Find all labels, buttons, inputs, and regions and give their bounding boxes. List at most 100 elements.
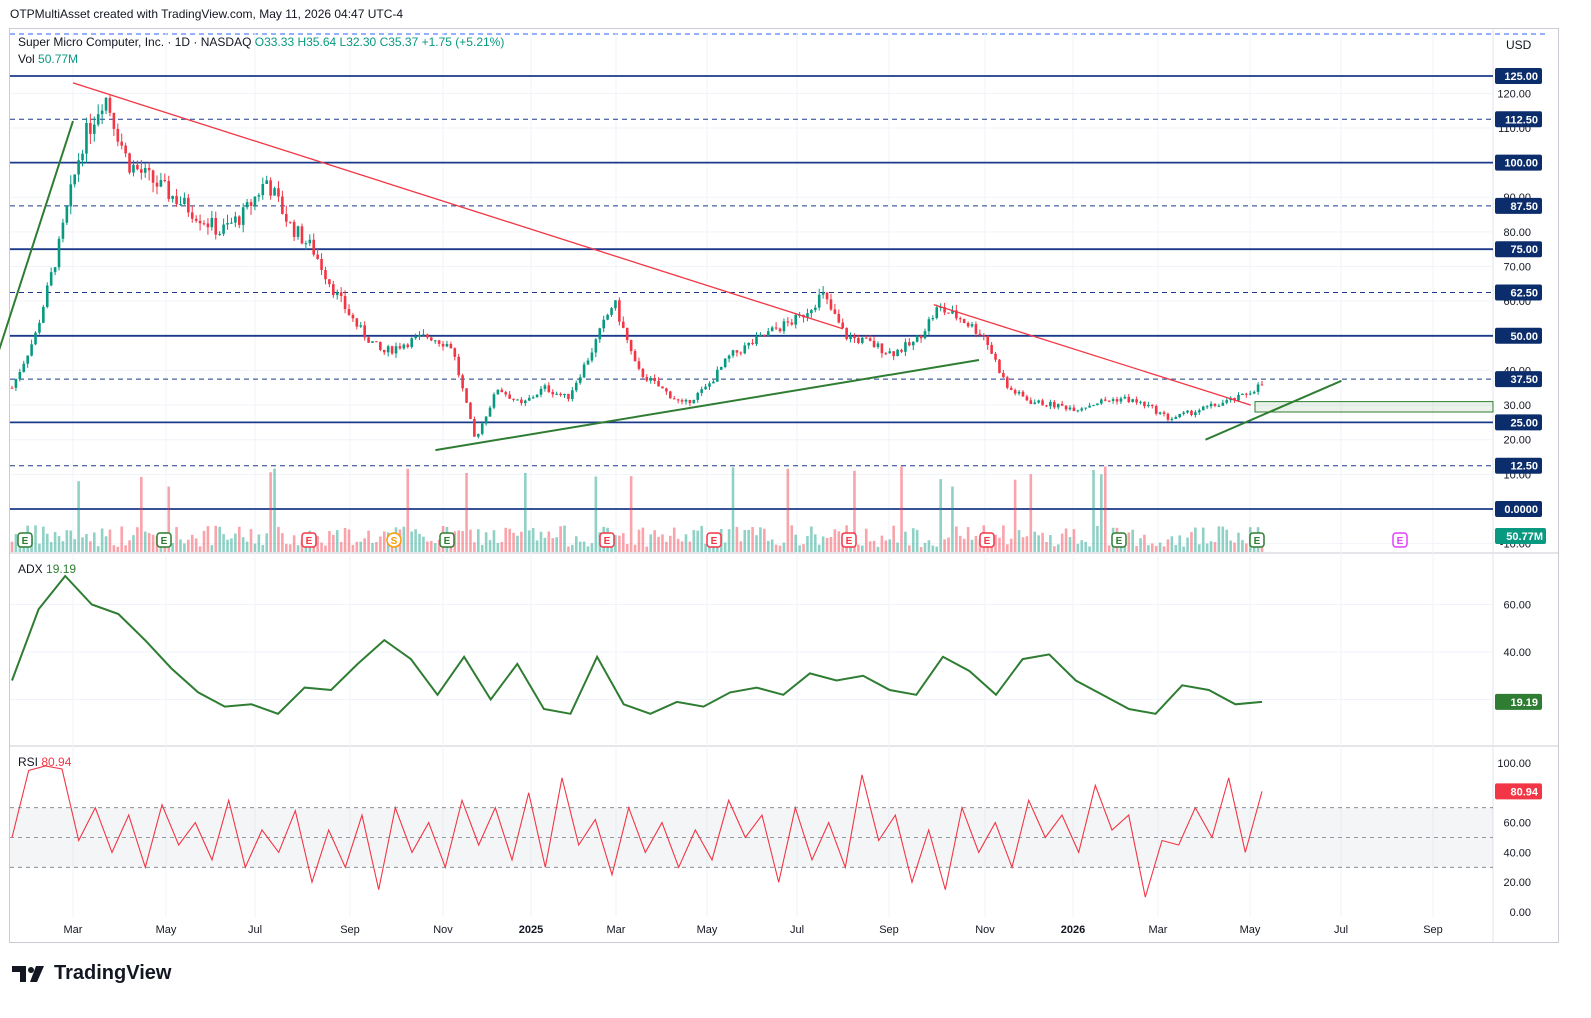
candle-body (766, 331, 770, 336)
volume-bar (524, 472, 527, 552)
event-marker-label: E (604, 536, 611, 547)
volume-bar (864, 528, 868, 552)
candle-body (962, 319, 966, 323)
candle-body (155, 182, 159, 187)
candle-body (986, 336, 990, 345)
candle-body (657, 380, 660, 387)
candle-body (1166, 413, 1170, 420)
volume-bar (296, 545, 300, 552)
candle-body (1127, 396, 1131, 402)
volume-bar (175, 527, 178, 552)
legend-open: O33.33 (254, 35, 295, 49)
candle-body (1072, 407, 1076, 412)
candle-body (716, 369, 719, 382)
candle-body (633, 351, 637, 362)
volume-bar (1049, 535, 1052, 552)
candle-body (241, 207, 245, 225)
candle-body (672, 398, 676, 400)
candle-body (696, 392, 700, 400)
volume-bar (919, 546, 923, 552)
candle-body (845, 327, 848, 340)
volume-bar (578, 541, 582, 552)
candle-body (1111, 399, 1115, 401)
candle-body (441, 343, 445, 347)
volume-bar (92, 532, 96, 552)
price-tick-label: 80.00 (1503, 227, 1531, 239)
volume-bar (1186, 537, 1189, 552)
candle-body (429, 337, 433, 341)
volume-bar (461, 531, 464, 552)
candle-body (398, 346, 402, 349)
candle-body (159, 180, 163, 187)
candle-body (296, 226, 300, 237)
trendline (72, 82, 844, 330)
x-tick-label: May (697, 924, 718, 936)
tradingview-logo[interactable]: TradingView (12, 962, 171, 985)
candle-body (1076, 410, 1080, 412)
candle-body (857, 338, 860, 343)
volume-bar (829, 536, 833, 552)
candle-body (590, 352, 594, 361)
candle-body (312, 239, 316, 255)
candle-body (923, 331, 927, 339)
volume-bar (1080, 540, 1084, 552)
level-label-bg (1495, 154, 1542, 171)
volume-bar (410, 531, 413, 552)
volume-bar (406, 468, 410, 552)
volume-label-bg (1495, 528, 1546, 544)
volume-bar (38, 543, 41, 552)
volume-bar (1002, 525, 1005, 552)
trendline (435, 359, 980, 452)
candle-body (1178, 413, 1182, 418)
trendline (0, 120, 74, 351)
candle-body (759, 334, 762, 337)
candle-body (606, 314, 609, 320)
candle-body (500, 389, 504, 393)
candle-body (731, 350, 735, 356)
volume-bar (147, 533, 151, 552)
volume-bar (1123, 546, 1127, 552)
candle-body (390, 346, 394, 354)
candle-body (629, 340, 633, 352)
candle-body (57, 238, 61, 268)
volume-bar (1025, 536, 1029, 552)
volume-bar (700, 525, 703, 552)
volume-bar (900, 466, 903, 552)
candle-body (320, 258, 323, 271)
volume-bar (367, 530, 370, 552)
candle-body (943, 307, 946, 313)
candle-body (453, 348, 457, 357)
volume-bar (958, 535, 962, 552)
volume-bar (351, 544, 355, 552)
volume-bar (508, 528, 511, 552)
currency-label[interactable]: USD (1506, 38, 1532, 52)
volume-bar (1029, 474, 1033, 552)
candle-body (65, 206, 69, 223)
candle-body (904, 342, 907, 352)
x-tick-label: Sep (340, 924, 360, 936)
candle-body (880, 343, 884, 354)
volume-bar (426, 541, 429, 552)
level-label-bg (1495, 371, 1542, 388)
event-marker-label: E (161, 536, 168, 547)
volume-bar (955, 526, 958, 552)
candle-body (284, 213, 288, 222)
volume-bar (226, 539, 229, 552)
candle-body (849, 336, 852, 340)
volume-bar (1060, 533, 1064, 552)
volume-bar (42, 526, 45, 552)
level-label-bg (1495, 111, 1542, 128)
candle-body (433, 340, 437, 342)
candle-body (539, 388, 543, 395)
volume-bar (692, 530, 696, 552)
level-label-bg (1495, 197, 1542, 214)
volume-bar (618, 535, 621, 552)
volume-bar (1154, 545, 1158, 552)
candle-body (469, 402, 472, 420)
volume-bar (1013, 479, 1017, 552)
volume-bar (89, 541, 92, 552)
candle-body (22, 363, 26, 372)
event-marker-label: E (1397, 536, 1404, 547)
candle-body (676, 399, 680, 401)
